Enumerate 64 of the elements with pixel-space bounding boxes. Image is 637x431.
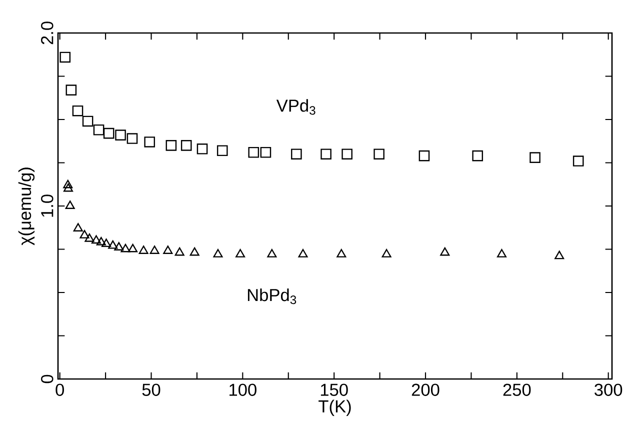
point <box>554 250 564 260</box>
point <box>120 244 130 252</box>
point <box>144 136 156 148</box>
point <box>82 116 94 127</box>
point <box>248 146 260 158</box>
x-tick-label: 100 <box>230 384 256 396</box>
point <box>163 246 173 254</box>
point <box>213 249 223 258</box>
point <box>267 249 277 258</box>
point <box>126 133 138 144</box>
point <box>115 130 126 140</box>
point <box>65 200 75 209</box>
point <box>63 180 73 188</box>
point <box>298 249 308 258</box>
point <box>216 145 228 156</box>
point <box>180 140 192 151</box>
point <box>150 246 160 254</box>
point <box>138 246 148 254</box>
point <box>260 146 272 158</box>
point <box>374 148 384 160</box>
point <box>196 144 208 154</box>
x-tick-label: 250 <box>503 384 531 396</box>
point <box>91 235 101 244</box>
y-tick-label: 1.0 <box>41 194 54 217</box>
point <box>472 150 484 162</box>
point <box>60 52 71 63</box>
series-label: NbPd$_{3}$ <box>248 288 296 304</box>
point <box>93 124 104 136</box>
x-tick-label: 0 <box>56 384 64 396</box>
point <box>291 148 302 160</box>
y-tick-label: 2.0 <box>41 22 54 44</box>
series-label: VPd$_{3}$ <box>276 99 316 115</box>
point <box>440 247 450 256</box>
point <box>166 140 177 151</box>
point <box>342 148 352 160</box>
point <box>102 238 112 248</box>
point <box>418 150 430 162</box>
point <box>63 183 73 192</box>
x-tick-label: 50 <box>142 384 160 396</box>
point <box>496 249 506 258</box>
point <box>236 249 246 258</box>
point <box>66 84 77 96</box>
point <box>114 242 124 251</box>
x-axis-title: T(K) <box>318 400 351 416</box>
point <box>96 236 106 246</box>
point <box>103 128 114 139</box>
point <box>84 233 94 242</box>
point <box>174 247 184 256</box>
x-tick-label: 200 <box>412 384 440 396</box>
point <box>80 230 90 238</box>
point <box>72 105 84 116</box>
x-tick-label: 300 <box>594 384 622 396</box>
y-tick-label: 0 <box>41 374 54 384</box>
x-tick-label: 150 <box>320 384 348 396</box>
y-axis-title: χ(μemu/g) <box>18 168 35 246</box>
point <box>530 152 540 163</box>
point <box>320 148 332 160</box>
point <box>336 249 346 258</box>
point <box>572 156 584 166</box>
point <box>382 249 392 258</box>
point <box>190 247 200 256</box>
point <box>108 240 118 249</box>
point <box>73 223 83 232</box>
point <box>128 244 138 252</box>
